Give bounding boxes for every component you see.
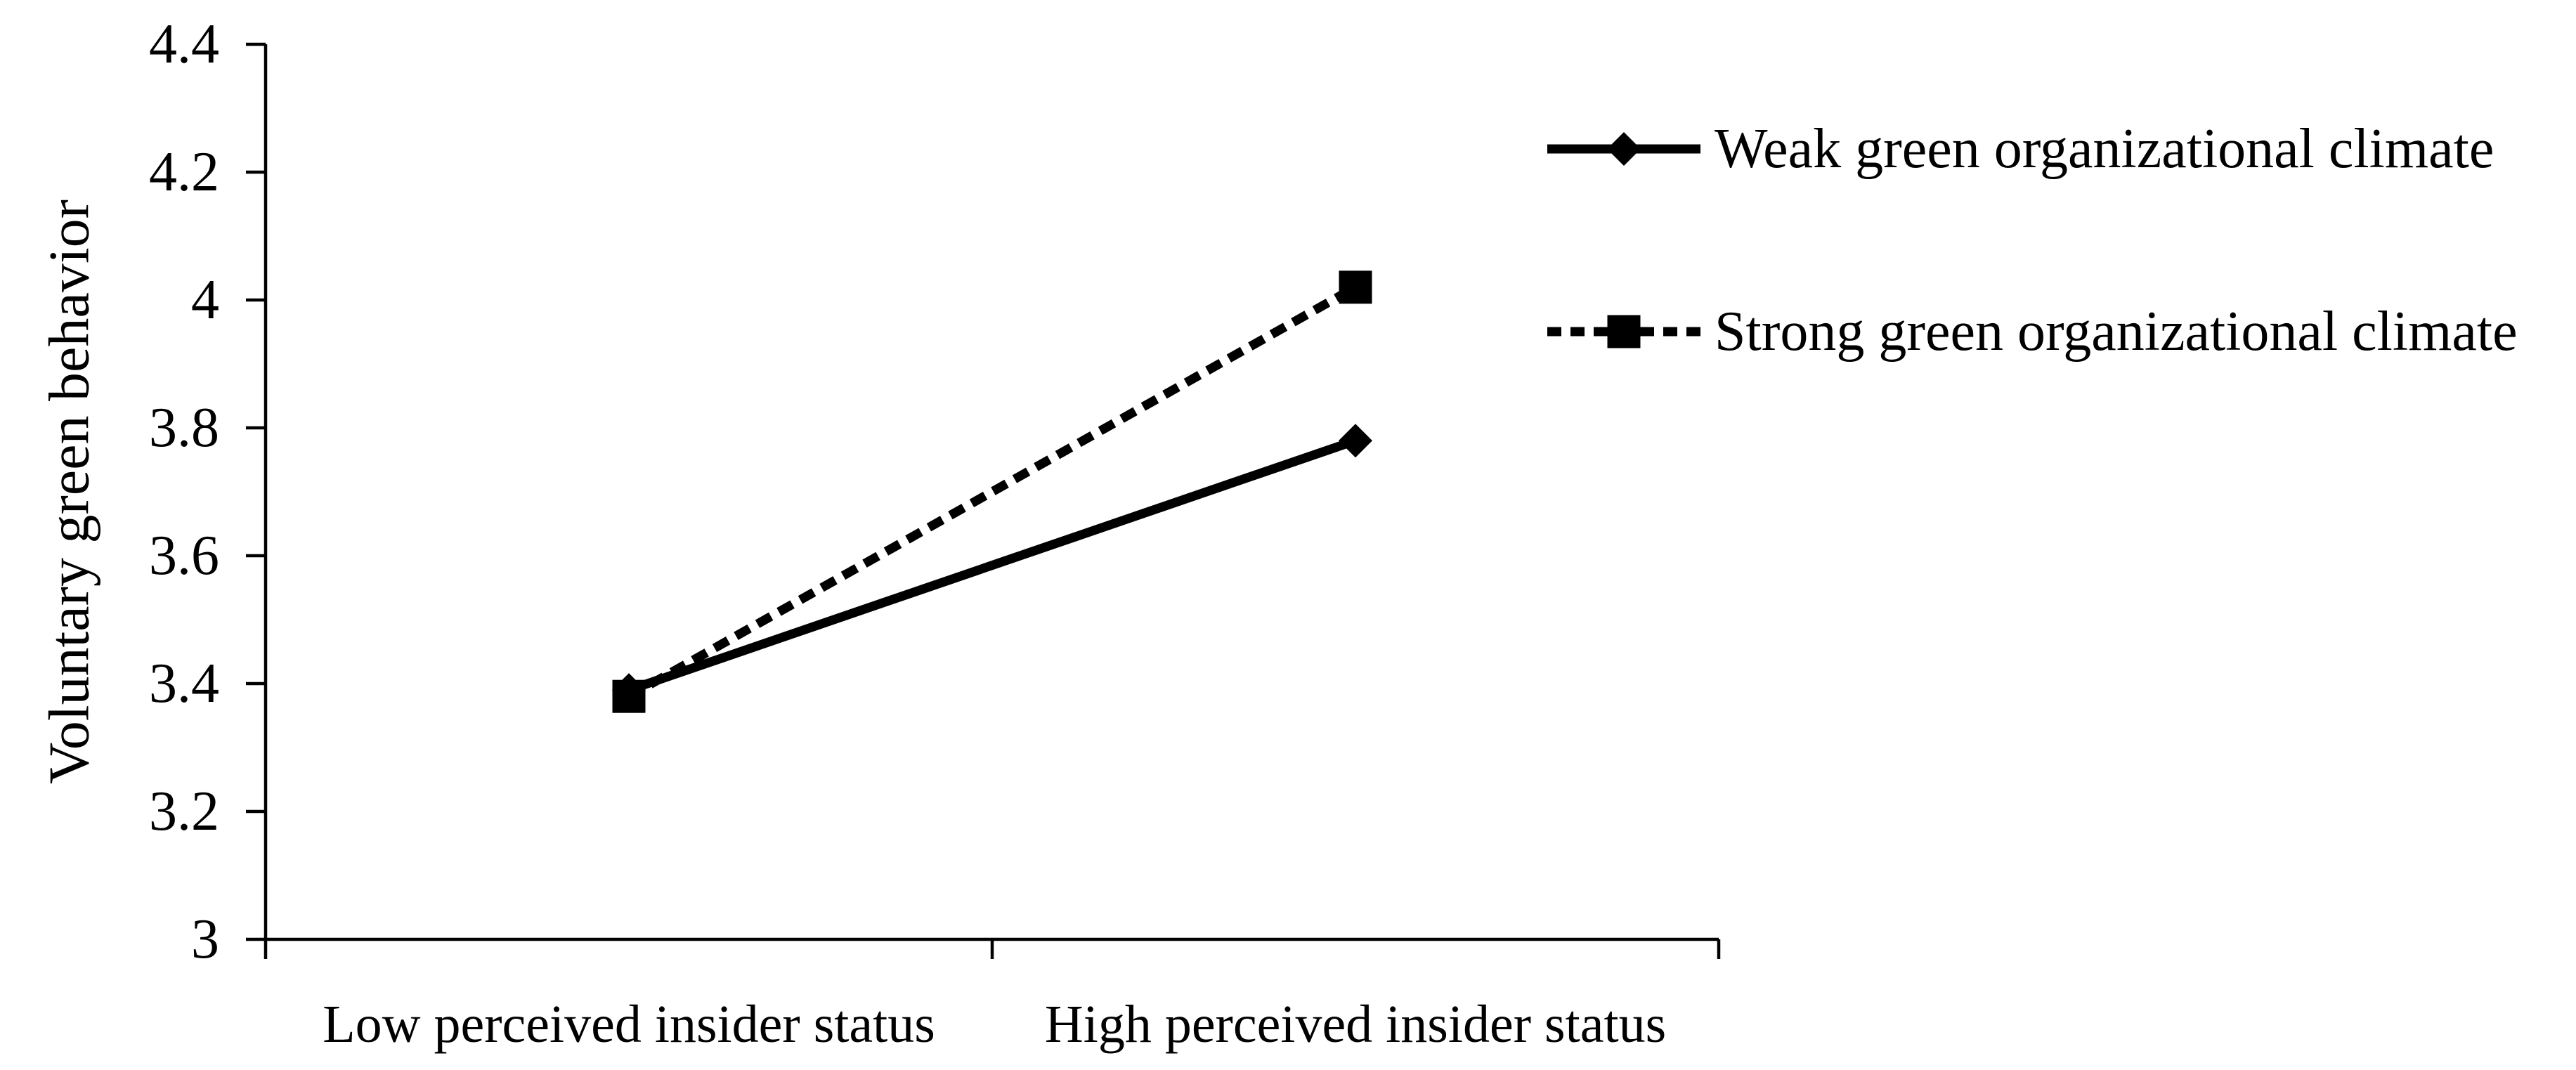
- y-tick-label: 3.8: [149, 397, 219, 459]
- series-marker-1: [1339, 270, 1372, 304]
- y-tick-label: 4: [191, 269, 219, 331]
- y-tick-label: 3.4: [149, 653, 219, 715]
- y-tick-label: 3.6: [149, 525, 219, 587]
- y-tick-label: 3: [191, 908, 219, 970]
- series-line-1: [626, 283, 1358, 700]
- series-marker-1: [612, 679, 646, 713]
- x-category-label: High perceived insider status: [1045, 995, 1666, 1054]
- axes: [246, 42, 1721, 959]
- legend-item: Weak green organizational climate: [1547, 118, 2494, 180]
- y-tick-label: 3.2: [149, 781, 219, 842]
- legend-label: Strong green organizational climate: [1715, 301, 2518, 363]
- legend-marker-diamond: [1607, 132, 1641, 166]
- y-tick-label: 4.2: [149, 141, 219, 203]
- y-axis-title: Voluntary green behavior: [37, 200, 101, 784]
- legend: Weak green organizational climate Strong …: [1547, 118, 2518, 363]
- series-line-0: [627, 436, 1358, 695]
- legend-label: Weak green organizational climate: [1715, 118, 2494, 180]
- x-category-label: Low perceived insider status: [323, 995, 935, 1054]
- series-marker-0: [1339, 424, 1372, 458]
- y-tick-label: 4.4: [149, 13, 219, 75]
- series-group: [612, 270, 1372, 713]
- y-axis-tick-labels: 3 3.2 3.4 3.6 3.8 4 4.2 4.4: [149, 13, 219, 970]
- legend-item: Strong green organizational climate: [1547, 301, 2518, 363]
- legend-marker-square: [1607, 315, 1641, 348]
- x-axis-category-labels: Low perceived insider status High perceiv…: [323, 995, 1666, 1054]
